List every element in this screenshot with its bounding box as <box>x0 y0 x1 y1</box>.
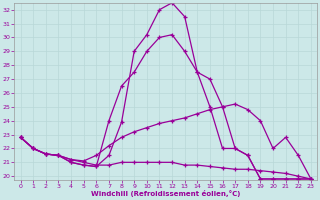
X-axis label: Windchill (Refroidissement éolien,°C): Windchill (Refroidissement éolien,°C) <box>91 190 240 197</box>
